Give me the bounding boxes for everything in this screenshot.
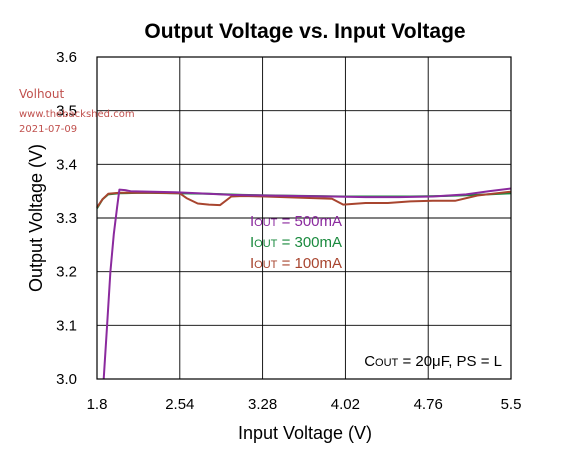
cout-annotation: COUT = 20μF, PS = L [364,353,502,370]
x-tick-label: 4.02 [331,396,360,413]
series-lines [96,187,512,380]
y-tick-label: 3.2 [56,264,77,281]
watermark-url: www.thebackshed.com [19,109,135,120]
y-tick-labels: 3.0 3.1 3.2 3.3 3.4 3.5 3.6 [56,49,77,388]
y-tick-label: 3.1 [56,317,77,334]
y-axis-label: Output Voltage (V) [26,144,46,292]
watermark-author: Volhout [19,87,65,101]
legend-label-0: IOUT = 500mA [250,213,342,230]
x-tick-label: 5.5 [501,396,522,413]
x-tick-label: 2.54 [165,396,194,413]
x-tick-label: 3.28 [248,396,277,413]
y-tick-label: 3.5 [56,103,77,120]
legend: IOUT = 500mA IOUT = 300mA IOUT = 100mA [250,213,342,272]
x-tick-label: 1.8 [87,396,108,413]
x-tick-labels: 1.8 2.54 3.28 4.02 4.76 5.5 [87,396,522,413]
y-tick-label: 3.3 [56,210,77,227]
legend-label-2: IOUT = 100mA [250,255,342,272]
y-tick-label: 3.0 [56,371,77,388]
plot-frame [96,56,512,380]
y-tick-label: 3.4 [56,156,77,173]
watermark-date: 2021-07-09 [19,124,78,135]
legend-label-1: IOUT = 300mA [250,234,342,251]
x-tick-label: 4.76 [414,396,443,413]
series-line-0 [102,187,512,380]
y-tick-label: 3.6 [56,49,77,66]
chart-title: Output Voltage vs. Input Voltage [144,20,465,43]
x-axis-label: Input Voltage (V) [238,423,372,443]
